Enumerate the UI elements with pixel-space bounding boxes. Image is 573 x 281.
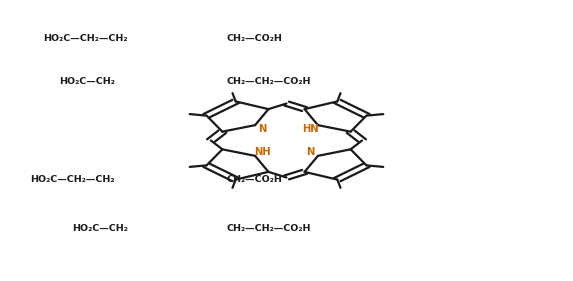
Text: N: N — [258, 124, 266, 134]
Text: CH₂—CO₂H: CH₂—CO₂H — [226, 175, 282, 184]
Text: NH: NH — [254, 147, 270, 157]
Text: HN: HN — [303, 124, 319, 134]
Text: HO₂C—CH₂—CH₂: HO₂C—CH₂—CH₂ — [43, 34, 128, 43]
Text: CH₂—CH₂—CO₂H: CH₂—CH₂—CO₂H — [226, 77, 311, 86]
Text: HO₂C—CH₂: HO₂C—CH₂ — [72, 224, 128, 233]
Text: N: N — [307, 147, 315, 157]
Text: HO₂C—CH₂—CH₂: HO₂C—CH₂—CH₂ — [30, 175, 115, 184]
Text: HO₂C—CH₂: HO₂C—CH₂ — [59, 77, 115, 86]
Text: CH₂—CO₂H: CH₂—CO₂H — [226, 34, 282, 43]
Text: CH₂—CH₂—CO₂H: CH₂—CH₂—CO₂H — [226, 224, 311, 233]
